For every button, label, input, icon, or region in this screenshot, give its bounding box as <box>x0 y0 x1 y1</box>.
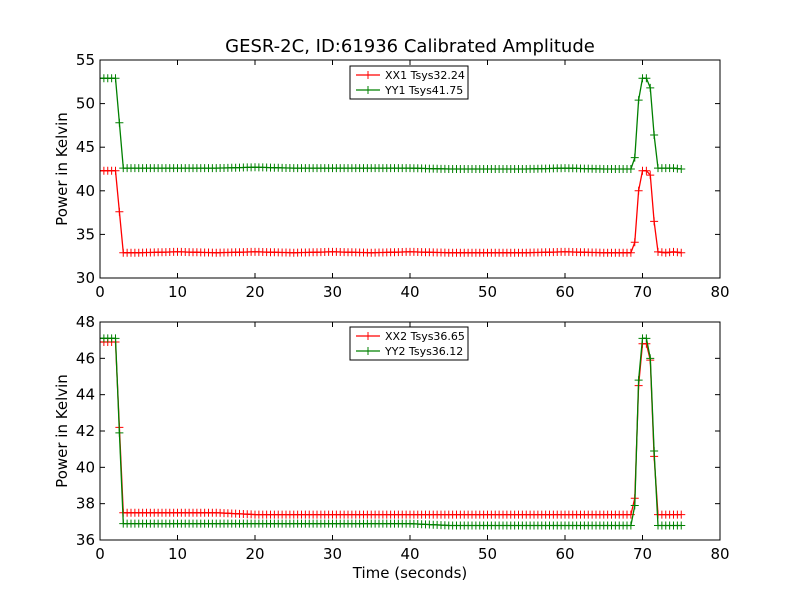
x-tick-label: 40 <box>400 283 419 301</box>
data-point-marker <box>630 501 639 510</box>
y-tick-label: 30 <box>76 269 95 287</box>
legend-marker <box>364 71 372 79</box>
x-axis-label: Time (seconds) <box>352 564 468 582</box>
legend-marker <box>364 332 372 340</box>
legend-label: YY1 Tsys41.75 <box>384 84 463 97</box>
data-point-marker <box>634 96 643 105</box>
series-group <box>100 337 686 519</box>
legend: XX1 Tsys32.24 YY1 Tsys41.75 <box>349 65 469 100</box>
y-tick-label: 50 <box>76 95 95 113</box>
y-axis-label: Power in Kelvin <box>53 374 71 488</box>
x-tick-label: 30 <box>323 545 342 563</box>
y-tick-label: 40 <box>76 458 95 476</box>
x-tick-label: 20 <box>245 283 264 301</box>
y-tick-label: 36 <box>76 531 95 549</box>
y-tick-label: 35 <box>76 225 95 243</box>
x-tick-label: 60 <box>555 283 574 301</box>
x-tick-label: 70 <box>633 283 652 301</box>
x-tick-label: 0 <box>95 545 105 563</box>
chart-title: GESR-2C, ID:61936 Calibrated Amplitude <box>225 36 595 57</box>
legend-label: YY2 Tsys36.12 <box>384 345 463 358</box>
y-tick-label: 48 <box>76 313 95 331</box>
data-point-marker <box>634 376 643 385</box>
plot-panels: 0 10 20 30 40 50 60 70 80 30 35 40 45 50 55 Power in Ke… <box>53 51 730 582</box>
y-tick-label: 38 <box>76 495 95 513</box>
data-point-marker <box>677 521 686 530</box>
legend-marker <box>364 347 372 355</box>
y-tick-label: 40 <box>76 182 95 200</box>
data-point-marker <box>111 166 120 175</box>
data-point-marker <box>642 334 651 343</box>
data-point-marker <box>677 165 686 173</box>
y-axis-label: Power in Kelvin <box>53 112 71 226</box>
data-point-marker <box>626 165 635 173</box>
x-tick-label: 10 <box>168 545 187 563</box>
y-tick-label: 45 <box>76 138 95 156</box>
data-point-marker <box>642 166 651 175</box>
legend-box <box>349 65 469 100</box>
x-tick-label: 30 <box>323 283 342 301</box>
x-tick-label: 80 <box>710 545 729 563</box>
data-point-marker <box>646 354 655 363</box>
x-tick-label: 60 <box>555 545 574 563</box>
legend-label: XX1 Tsys32.24 <box>385 69 465 82</box>
chart-panel: 0 10 20 30 40 50 60 70 80 36 38 40 42 44 46 48 Power in … <box>53 313 730 582</box>
x-tick-label: 0 <box>95 283 105 301</box>
legend: XX2 Tsys36.65 YY2 Tsys36.12 <box>349 326 469 361</box>
data-point-marker <box>646 171 655 180</box>
x-tick-label: 50 <box>478 545 497 563</box>
x-tick-label: 50 <box>478 283 497 301</box>
series-group <box>100 166 686 257</box>
x-tick-label: 20 <box>245 545 264 563</box>
data-point-marker <box>115 428 124 437</box>
x-tick-label: 40 <box>400 545 419 563</box>
data-point-marker <box>642 74 651 83</box>
x-tick-label: 10 <box>168 283 187 301</box>
y-tick-label: 55 <box>76 51 95 69</box>
series-group <box>100 74 686 173</box>
data-point-marker <box>630 153 639 162</box>
y-tick-label: 46 <box>76 349 95 367</box>
series-group <box>100 334 686 530</box>
data-point-marker <box>626 521 635 530</box>
data-point-marker <box>677 248 686 257</box>
y-tick-label: 44 <box>76 386 95 404</box>
x-tick-label: 70 <box>633 545 652 563</box>
legend-box <box>349 326 469 361</box>
legend-label: XX2 Tsys36.65 <box>385 330 465 343</box>
data-point-marker <box>677 510 686 519</box>
y-tick-label: 42 <box>76 422 95 440</box>
chart-panel: 0 10 20 30 40 50 60 70 80 30 35 40 45 50 55 Power in Ke… <box>53 51 730 301</box>
data-point-marker <box>630 238 639 247</box>
data-point-marker <box>111 74 120 83</box>
data-point-marker <box>650 446 659 455</box>
x-tick-label: 80 <box>710 283 729 301</box>
data-point-marker <box>634 186 643 195</box>
data-point-marker <box>115 118 124 127</box>
data-point-marker <box>626 248 635 257</box>
legend-marker <box>364 86 372 94</box>
data-point-marker <box>111 334 120 343</box>
data-point-marker <box>650 130 659 139</box>
data-point-marker <box>115 207 124 216</box>
data-point-marker <box>646 83 655 92</box>
data-point-marker <box>650 217 659 226</box>
